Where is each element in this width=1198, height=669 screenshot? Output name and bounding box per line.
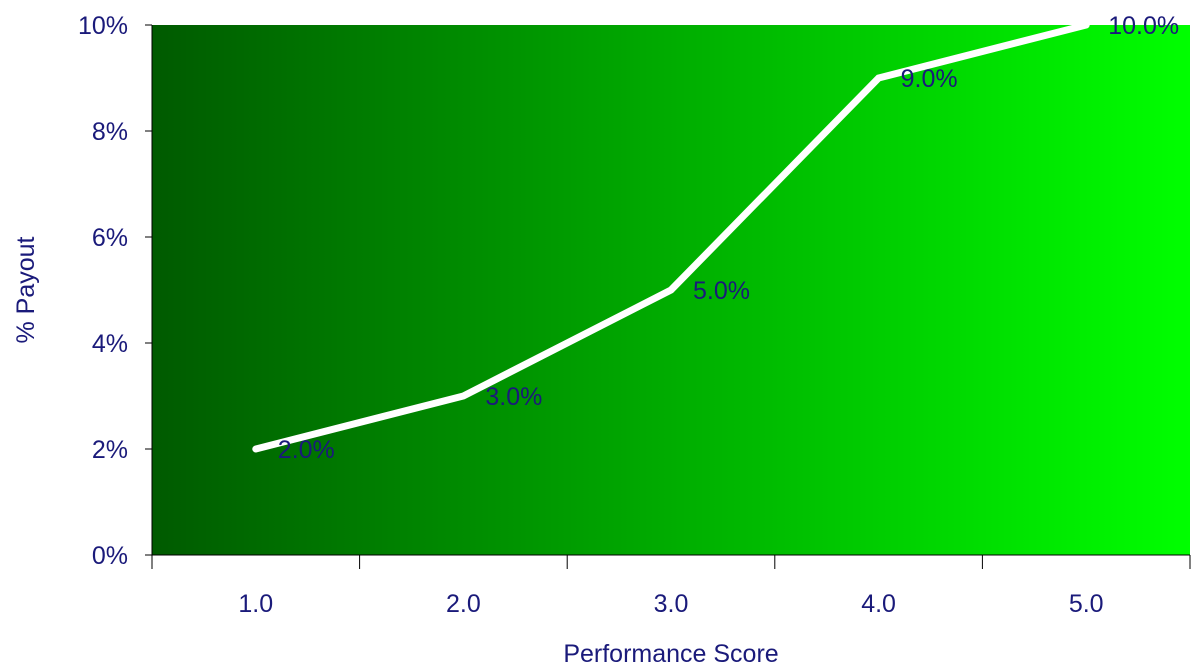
x-tick-label: 5.0 <box>1069 590 1104 618</box>
y-tick-label: 4% <box>92 330 128 358</box>
series-layer <box>252 21 1090 453</box>
y-tick-label: 8% <box>92 118 128 146</box>
x-tick-label: 1.0 <box>238 590 273 618</box>
y-axis: 0% 2% 4% 6% 8% 10% <box>78 12 153 570</box>
data-label: 2.0% <box>278 436 335 464</box>
y-tick-label: 2% <box>92 436 128 464</box>
y-tick-label: 6% <box>92 224 128 252</box>
data-label: 10.0% <box>1108 12 1179 40</box>
x-tick-label: 4.0 <box>861 590 896 618</box>
x-axis: 1.0 2.0 3.0 4.0 5.0 <box>151 554 1191 618</box>
y-tick-label: 0% <box>92 542 128 570</box>
y-axis-title: % Payout <box>12 236 40 343</box>
data-label: 5.0% <box>693 277 750 305</box>
y-tick-label: 10% <box>78 12 128 40</box>
x-tick-label: 3.0 <box>654 590 689 618</box>
x-tick-label: 2.0 <box>446 590 481 618</box>
x-axis-title: Performance Score <box>563 640 778 668</box>
data-label: 9.0% <box>901 65 958 93</box>
data-label: 3.0% <box>485 383 542 411</box>
data-label-layer: 2.0% 3.0% 5.0% 9.0% 10.0% <box>278 12 1179 464</box>
